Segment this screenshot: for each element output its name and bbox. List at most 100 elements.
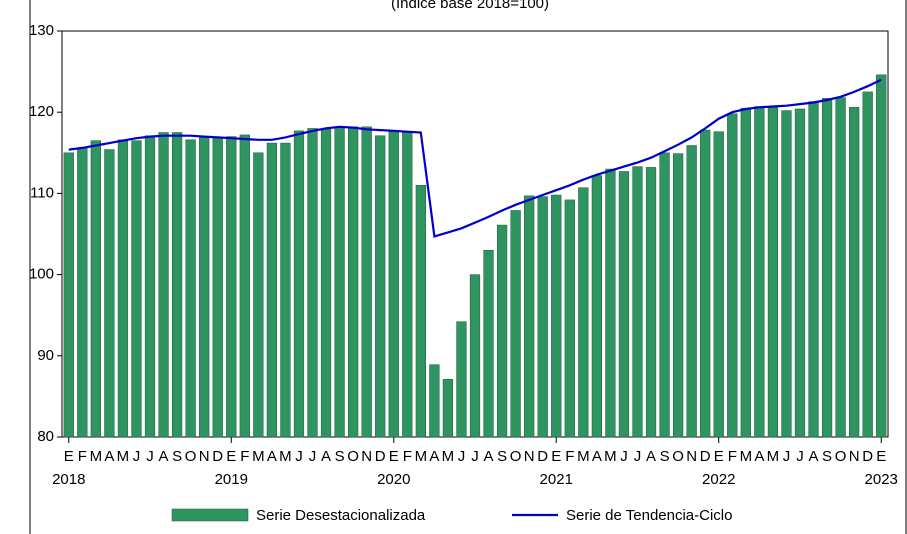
x-tick-label: S	[822, 448, 832, 465]
x-tick-label: A	[754, 448, 764, 465]
x-tick-label: O	[510, 448, 522, 465]
chart-subtitle: (Índice base 2018=100)	[391, 0, 549, 12]
bar	[429, 364, 440, 438]
bar	[794, 108, 806, 438]
bar	[632, 166, 643, 438]
x-tick-label: O	[672, 448, 684, 465]
chart-frame	[29, 0, 907, 534]
bar	[849, 107, 860, 438]
x-tick-label: J	[634, 448, 642, 465]
x-tick-label: F	[403, 448, 412, 465]
bar	[727, 113, 738, 438]
x-tick-label: A	[484, 448, 494, 465]
bar	[307, 128, 318, 438]
x-tick-label: D	[212, 448, 223, 465]
x-tick-label: N	[849, 448, 860, 465]
x-tick-label: E	[389, 448, 399, 465]
bar	[415, 185, 426, 438]
bar	[442, 379, 454, 438]
bar	[767, 107, 779, 438]
bar	[456, 321, 467, 438]
x-tick-label: A	[646, 448, 656, 465]
x-tick-label: M	[767, 448, 780, 465]
x-tick-label: E	[876, 448, 886, 465]
bar	[537, 196, 548, 438]
bar	[740, 107, 751, 438]
bar	[862, 91, 873, 438]
y-tick-label: 110	[30, 184, 54, 201]
bar	[686, 145, 697, 438]
bar	[388, 131, 399, 438]
x-tick-label: A	[429, 448, 439, 465]
x-tick-label: O	[185, 448, 197, 465]
x-tick-label: J	[309, 448, 317, 465]
bar	[144, 135, 156, 438]
x-tick-label: M	[279, 448, 292, 465]
x-tick-label: E	[64, 448, 74, 465]
x-tick-label: E	[551, 448, 561, 465]
y-tick-label: 90	[37, 347, 54, 364]
bar	[293, 130, 305, 438]
x-tick-label: M	[577, 448, 590, 465]
x-tick-label: J	[146, 448, 154, 465]
x-tick-label: M	[90, 448, 103, 465]
x-tick-label: A	[267, 448, 277, 465]
x-tick-label: J	[796, 448, 804, 465]
bar	[320, 129, 332, 438]
legend-label: Serie de Tendencia-Ciclo	[566, 507, 733, 524]
bar	[645, 167, 657, 438]
bar	[713, 131, 724, 438]
bar	[348, 126, 359, 438]
bar	[185, 139, 196, 438]
bar	[117, 139, 129, 438]
bar	[551, 194, 562, 438]
bar	[402, 132, 413, 438]
bar	[835, 97, 846, 438]
x-tick-label: E	[714, 448, 724, 465]
bar	[199, 137, 210, 438]
bar	[618, 171, 630, 438]
bar	[672, 153, 684, 438]
bar	[808, 101, 819, 438]
bar	[212, 137, 223, 438]
year-label: 2020	[377, 471, 410, 488]
bar	[280, 142, 291, 438]
y-tick-label: 120	[29, 103, 54, 120]
bar	[510, 210, 521, 438]
bar	[483, 249, 494, 438]
bar	[334, 126, 345, 438]
x-tick-label: O	[347, 448, 359, 465]
x-tick-label: S	[497, 448, 507, 465]
x-tick-label: E	[226, 448, 236, 465]
bar	[469, 274, 481, 438]
x-tick-label: N	[524, 448, 535, 465]
bar	[524, 195, 535, 438]
bar	[239, 134, 250, 438]
x-tick-label: F	[240, 448, 249, 465]
x-tick-label: M	[740, 448, 753, 465]
bar	[226, 136, 237, 438]
x-tick-label: M	[252, 448, 265, 465]
year-label: 2023	[865, 471, 898, 488]
x-tick-label: M	[442, 448, 455, 465]
bar	[496, 224, 508, 438]
bar	[564, 199, 575, 438]
x-tick-label: O	[835, 448, 847, 465]
bar	[659, 152, 670, 438]
x-tick-label: N	[361, 448, 372, 465]
bar	[90, 140, 101, 438]
x-tick-label: S	[660, 448, 670, 465]
bar	[375, 135, 386, 438]
year-label: 2021	[540, 471, 573, 488]
x-tick-label: J	[783, 448, 791, 465]
bar	[361, 126, 372, 438]
bar	[63, 152, 74, 438]
bar	[77, 147, 88, 438]
x-tick-label: A	[159, 448, 169, 465]
x-tick-label: M	[117, 448, 130, 465]
bar	[700, 129, 711, 438]
x-tick-label: A	[809, 448, 819, 465]
x-tick-label: A	[104, 448, 114, 465]
x-tick-label: D	[700, 448, 711, 465]
